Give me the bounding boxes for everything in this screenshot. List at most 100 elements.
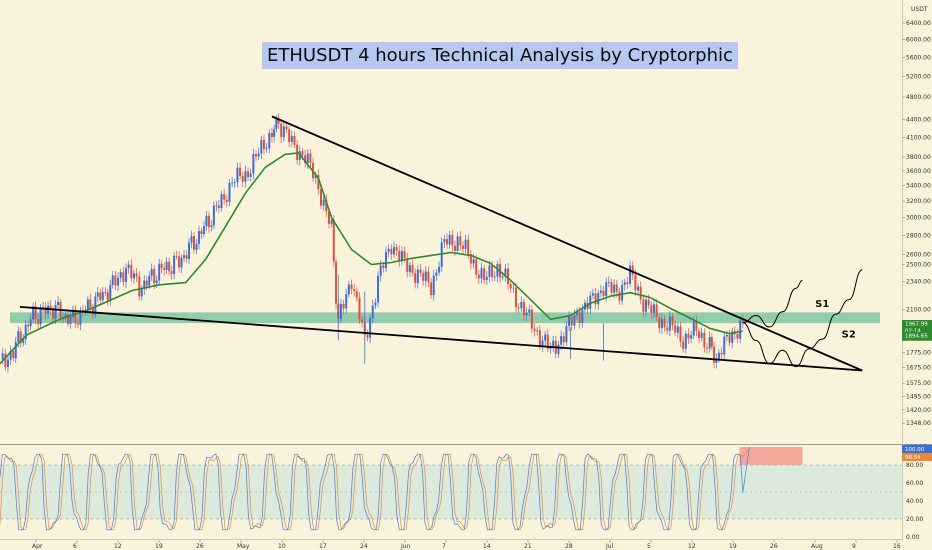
- price-candle: [247, 171, 250, 178]
- price-candle: [135, 273, 138, 277]
- price-candle: [512, 287, 515, 289]
- support-trendline: [19, 305, 863, 372]
- price-candle: [104, 292, 107, 293]
- price-candle: [485, 276, 488, 280]
- price-candle: [260, 139, 263, 154]
- price-candle: [504, 268, 507, 277]
- price-candle: [408, 265, 411, 272]
- price-candle: [239, 167, 242, 177]
- price-candle: [607, 281, 610, 283]
- price-candle: [290, 136, 293, 142]
- price-candle: [472, 259, 475, 264]
- price-candle: [565, 325, 568, 343]
- price-candle: [461, 245, 464, 249]
- price-candle: [432, 275, 435, 296]
- x-tick-label: 26: [196, 543, 204, 550]
- price-candle: [69, 316, 72, 324]
- price-candle: [342, 303, 345, 309]
- price-candle: [345, 294, 348, 309]
- x-tick-label: 26: [770, 543, 778, 550]
- price-candle: [682, 341, 685, 349]
- price-candle: [395, 247, 398, 251]
- price-candle: [520, 301, 523, 309]
- axis-layer: 6400.00 6000.00 5600.00 5200.00 4800.00 4400.…: [32, 6, 932, 550]
- price-candle: [467, 239, 470, 255]
- price-candle: [270, 132, 273, 137]
- price-candle: [570, 316, 573, 326]
- y-tick-label: 2500.00: [906, 262, 931, 269]
- price-candle: [27, 324, 30, 327]
- price-candle: [119, 272, 122, 278]
- projection-s2-label: S2: [842, 330, 856, 341]
- price-candle: [430, 282, 433, 296]
- price-candle: [265, 148, 268, 150]
- price-candle: [339, 303, 342, 320]
- price-candle: [273, 129, 276, 137]
- price-candle: [403, 251, 406, 259]
- price-candle: [692, 321, 695, 336]
- x-tick-label: 12: [114, 543, 122, 550]
- price-candle: [252, 154, 255, 174]
- price-candle: [728, 335, 731, 343]
- price-candle: [185, 255, 188, 259]
- oscillator-y-tick: 0.00: [906, 534, 920, 541]
- price-candle: [448, 234, 451, 245]
- price-candle: [183, 255, 186, 258]
- x-tick-label: 16: [893, 543, 901, 550]
- price-candle: [163, 268, 166, 270]
- price-candle: [288, 129, 291, 142]
- y-tick-label: 3600.00: [906, 168, 931, 175]
- price-layer: [1, 113, 744, 373]
- price-candle: [525, 312, 528, 316]
- price-candle: [130, 264, 133, 279]
- x-tick-label: 10: [278, 543, 286, 550]
- y-tick-label: 1348.00: [906, 420, 931, 427]
- price-candle: [591, 293, 594, 296]
- price-candle: [215, 205, 218, 207]
- price-candle: [335, 261, 338, 304]
- price-candle: [197, 231, 200, 244]
- price-candle: [86, 299, 89, 311]
- price-candle: [536, 330, 539, 332]
- price-candle: [416, 269, 419, 284]
- price-candle: [12, 351, 15, 359]
- price-candle: [233, 182, 236, 184]
- price-candle: [390, 248, 393, 255]
- price-candle: [6, 359, 9, 368]
- price-candle: [507, 268, 510, 285]
- price-candle: [293, 136, 296, 145]
- price-candle: [160, 263, 163, 269]
- price-candle: [382, 265, 385, 269]
- price-candle: [76, 323, 79, 325]
- price-candle: [178, 256, 181, 268]
- x-tick-label: 19: [155, 543, 163, 550]
- price-candle: [720, 352, 723, 355]
- oscillator-k-badge: [902, 445, 932, 453]
- price-candle: [14, 342, 17, 359]
- price-candle: [205, 215, 208, 227]
- price-candle: [369, 318, 372, 338]
- oscillator-y-tick: 40.00: [906, 498, 923, 505]
- price-candle: [64, 314, 67, 317]
- price-candle: [140, 289, 143, 297]
- price-candle: [143, 280, 146, 290]
- price-candle: [398, 250, 401, 262]
- price-candle: [42, 307, 45, 309]
- x-tick-label: Jun: [400, 543, 411, 550]
- price-candle: [493, 276, 496, 278]
- price-candle: [618, 291, 621, 301]
- price-candle: [546, 334, 549, 349]
- price-candle: [541, 340, 544, 347]
- price-candle: [249, 173, 252, 178]
- price-candle: [24, 324, 27, 340]
- price-candle: [138, 276, 141, 297]
- price-candle: [459, 236, 462, 246]
- x-tick-label: May: [237, 543, 250, 550]
- price-candle: [573, 315, 576, 326]
- price-candle: [427, 271, 430, 283]
- x-tick-label: 9: [852, 543, 856, 550]
- price-candle: [717, 352, 720, 359]
- price-candle: [739, 320, 742, 339]
- price-candle: [101, 292, 104, 301]
- price-candle: [106, 292, 109, 301]
